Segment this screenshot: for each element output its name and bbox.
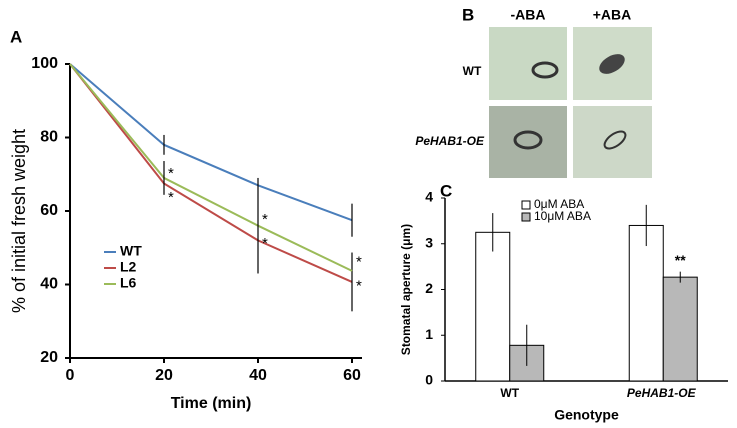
y-tick-label: 1 (425, 326, 433, 342)
micrograph (573, 106, 652, 178)
annotation: * (356, 277, 362, 294)
micrograph (489, 27, 567, 100)
y-tick-label: 100 (31, 55, 58, 72)
x-axis-label: Genotype (554, 407, 619, 423)
row-label: PeHAB1-OE (415, 134, 485, 148)
legend-label: WT (120, 243, 142, 259)
data-line (69, 63, 353, 222)
legend-label: L2 (120, 259, 137, 275)
x-tick-label: WT (500, 386, 519, 400)
y-axis-label: Stomatal aperture (μm) (399, 224, 413, 355)
micrograph (489, 106, 567, 178)
data-line (69, 63, 353, 272)
annotation: * (168, 189, 174, 206)
y-tick-label: 80 (40, 129, 58, 146)
column-label: -ABA (511, 7, 546, 23)
y-axis-label: % of initial fresh weight (9, 129, 29, 313)
stoma (513, 130, 543, 150)
panel-label: A (10, 27, 22, 46)
x-axis-label: Time (min) (171, 395, 252, 412)
y-tick-label: 2 (425, 280, 433, 296)
row-label: WT (463, 64, 482, 78)
y-tick-label: 4 (425, 189, 433, 205)
legend-label: L6 (120, 275, 137, 291)
annotation: * (356, 253, 362, 270)
micrograph-grid: B -ABA +ABA WT PeHAB1-OE (415, 5, 652, 178)
annotation: ** (675, 252, 686, 268)
stoma (531, 61, 559, 79)
annotation: * (262, 211, 268, 228)
stoma (599, 54, 625, 74)
x-tick-label: 20 (155, 367, 173, 384)
legend-label: 0μM ABA (534, 197, 584, 211)
x-tick-label: 0 (66, 367, 75, 384)
panel-label: C (440, 181, 452, 200)
y-tick-label: 60 (40, 202, 58, 219)
x-tick-label: 60 (343, 367, 361, 384)
y-tick-label: 3 (425, 234, 433, 250)
y-tick-label: 0 (425, 372, 433, 388)
stoma (603, 130, 627, 150)
panel-label: B (462, 5, 474, 24)
bar (475, 231, 511, 382)
column-label: +ABA (593, 7, 632, 23)
annotation: * (168, 165, 174, 182)
legend-swatch (521, 200, 531, 210)
bar (662, 276, 698, 382)
x-tick-label: PeHAB1-OE (627, 386, 697, 400)
x-tick-label: 40 (249, 367, 267, 384)
y-tick-label: 40 (40, 276, 58, 293)
bar (628, 224, 664, 382)
annotation: * (262, 235, 268, 252)
legend-label: 10μM ABA (534, 209, 591, 223)
y-tick-label: 20 (40, 349, 58, 366)
legend-swatch (521, 212, 531, 222)
data-line (69, 63, 353, 283)
